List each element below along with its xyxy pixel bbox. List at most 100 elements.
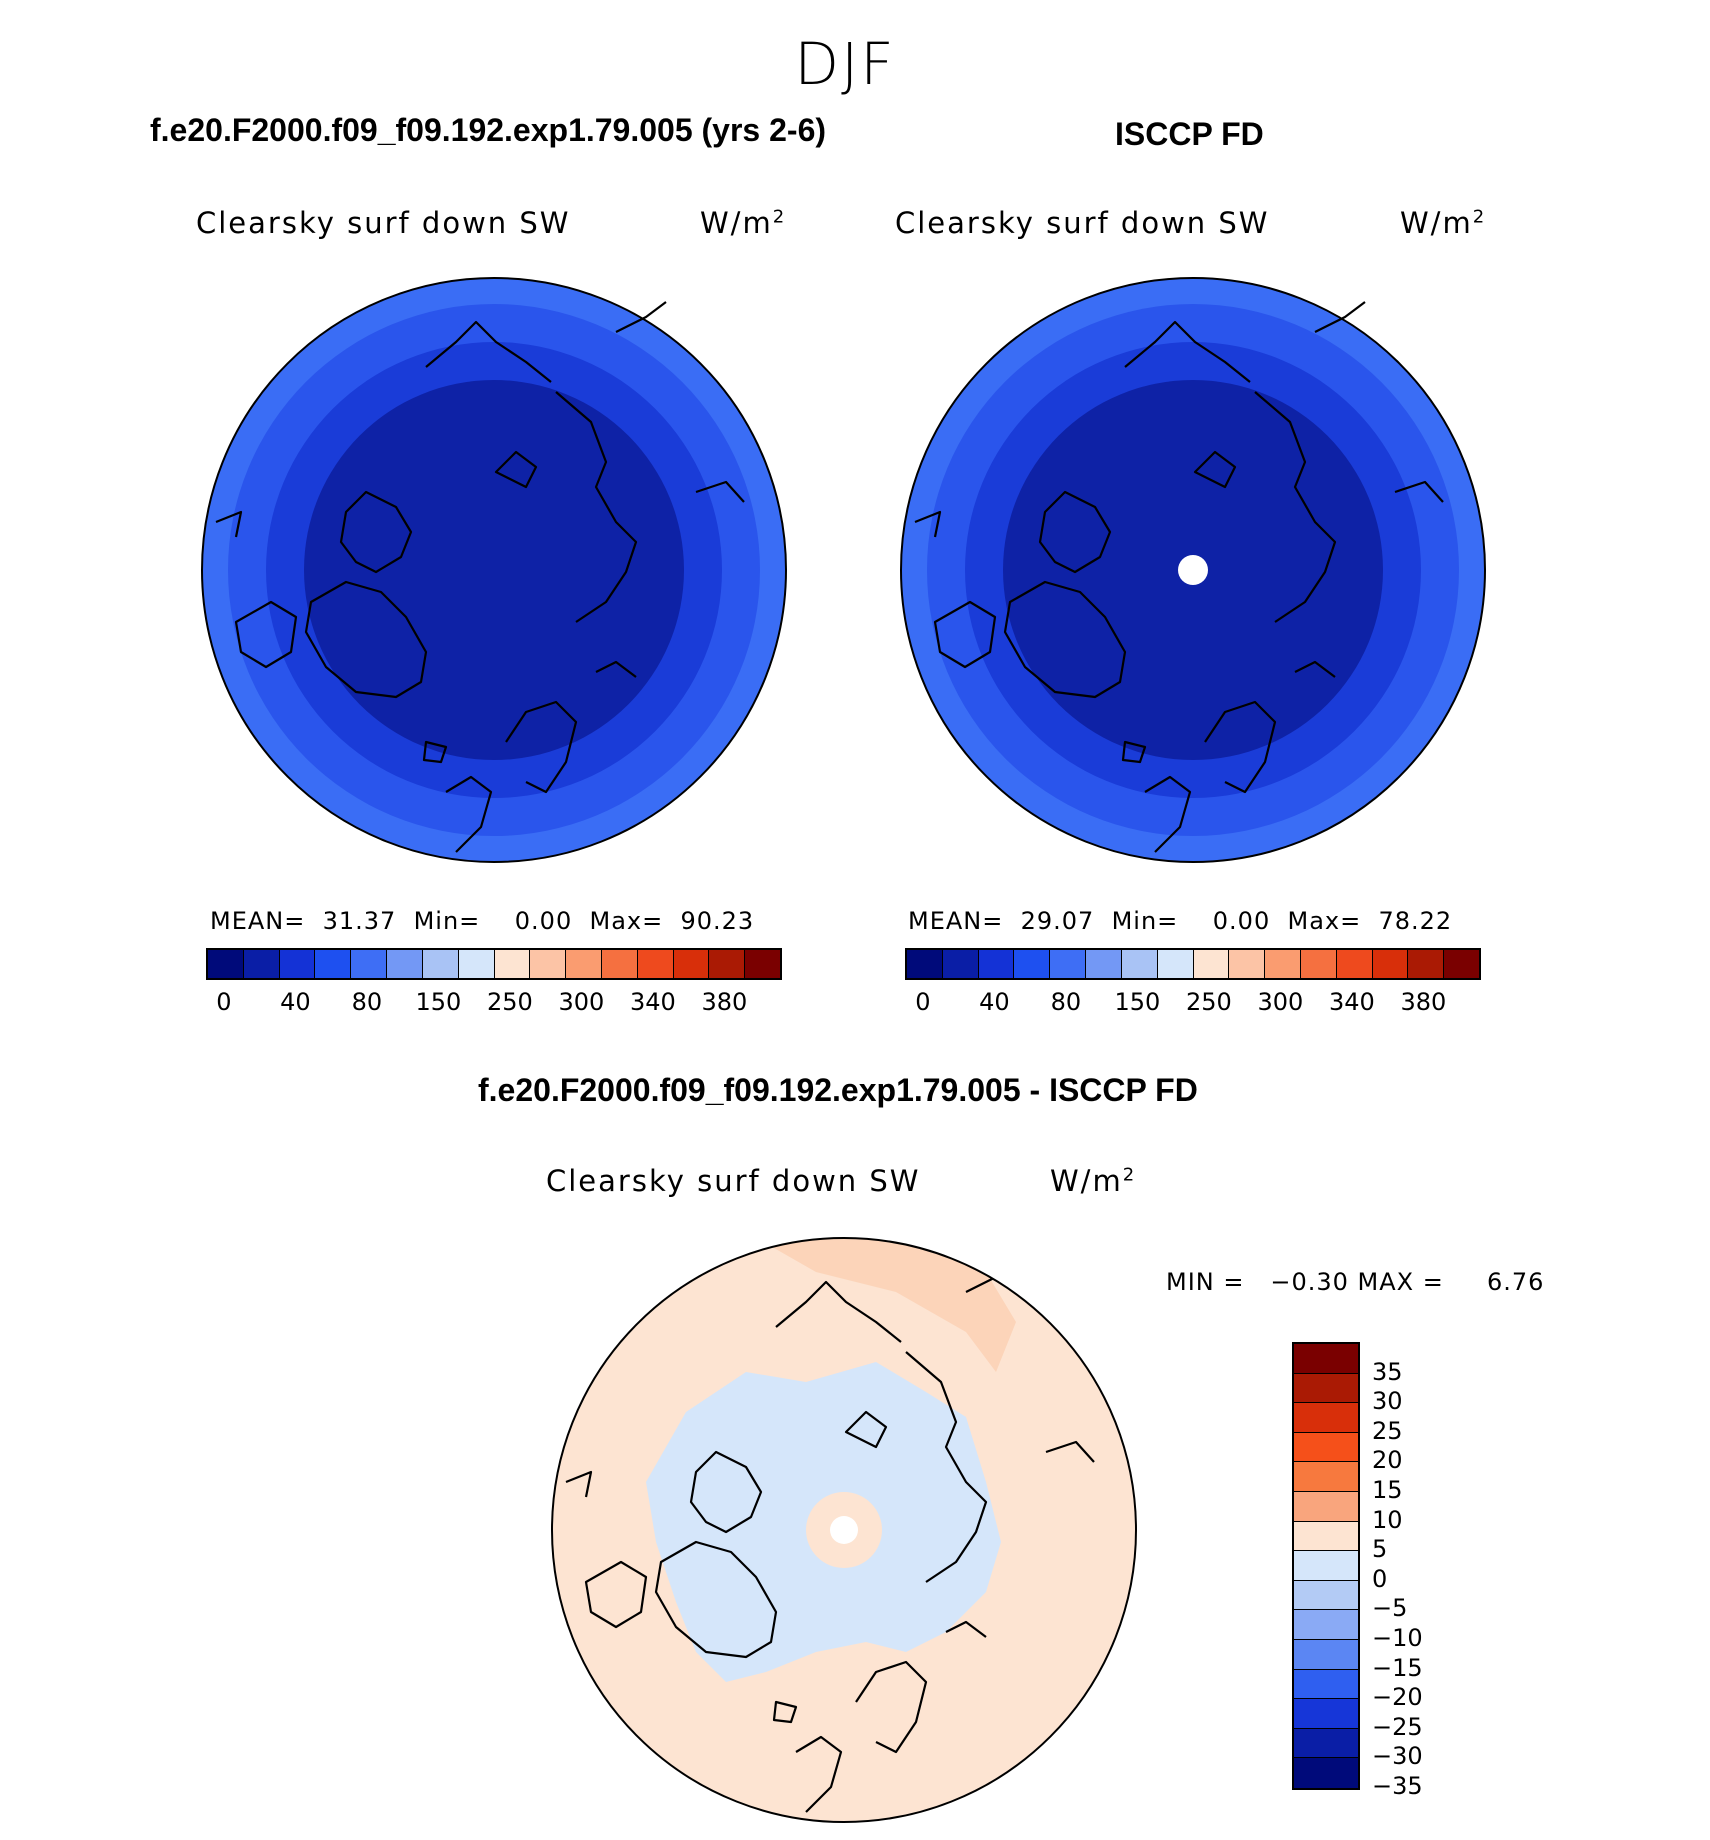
difference-colorbar-swatch bbox=[1294, 1403, 1358, 1433]
difference-colorbar-tick-label: −5 bbox=[1372, 1594, 1408, 1623]
figure-title: DJF bbox=[794, 30, 896, 98]
panel-2-colorbar-tick-label: 80 bbox=[1050, 988, 1082, 1016]
panel-1-variable-label: Clearsky surf down SW bbox=[196, 206, 571, 240]
panel-2-stats: MEAN= 29.07 Min= 0.00 Max= 78.22 bbox=[908, 907, 1453, 935]
panel-2-colorbar-swatch bbox=[1157, 950, 1194, 978]
difference-colorbar-swatch bbox=[1294, 1551, 1358, 1581]
difference-colorbar-swatch bbox=[1294, 1639, 1358, 1670]
difference-colorbar-tick-label: −30 bbox=[1372, 1742, 1423, 1771]
panel-2-polar-map bbox=[900, 277, 1486, 863]
panel-1-heading: f.e20.F2000.f09_f09.192.exp1.79.005 (yrs… bbox=[150, 112, 827, 148]
difference-colorbar-swatch bbox=[1294, 1610, 1358, 1640]
panel-2-variable-label: Clearsky surf down SW bbox=[895, 206, 1270, 240]
panel-2-colorbar-swatch bbox=[907, 950, 943, 978]
difference-colorbar-tick-label: −10 bbox=[1372, 1624, 1423, 1652]
panel-1-colorbar-tick-label: 250 bbox=[486, 988, 533, 1016]
difference-units: W/m2 bbox=[1050, 1164, 1137, 1198]
panel-2-colorbar-swatch bbox=[978, 950, 1015, 978]
difference-colorbar-tick-label: 20 bbox=[1372, 1446, 1403, 1475]
difference-colorbar-ticks: 35 30 25 20 15 10 5 0 −5 −10 −15 −20 −25 −30 −35 bbox=[1366, 1342, 1446, 1800]
difference-colorbar-tick-label: 35 bbox=[1372, 1357, 1403, 1386]
panel-1-colorbar bbox=[206, 948, 782, 980]
difference-colorbar bbox=[1292, 1342, 1360, 1790]
panel-2-colorbar-swatch bbox=[1444, 950, 1479, 978]
panel-2-colorbar-swatch bbox=[1229, 950, 1266, 978]
difference-colorbar-tick-label: −15 bbox=[1372, 1653, 1423, 1682]
panel-2-colorbar-swatch bbox=[1014, 950, 1051, 978]
panel-1-colorbar-tick-label: 40 bbox=[280, 988, 311, 1016]
difference-colorbar-tick-label: −35 bbox=[1372, 1772, 1423, 1800]
panel-1-colorbar-swatch bbox=[279, 950, 316, 978]
panel-2-units: W/m2 bbox=[1400, 206, 1487, 240]
panel-2-colorbar-swatch bbox=[1050, 950, 1087, 978]
difference-colorbar-swatch bbox=[1294, 1432, 1358, 1463]
panel-2-colorbar-swatch bbox=[1300, 950, 1337, 978]
panel-2-colorbar-swatch bbox=[1265, 950, 1301, 978]
coastlines bbox=[914, 301, 1444, 853]
panel-1-colorbar-swatch bbox=[458, 950, 495, 978]
panel-1-colorbar-swatch bbox=[530, 950, 567, 978]
panel-1-colorbar-ticks: 0 40 80 150 250 300 340 380 bbox=[206, 988, 778, 1018]
difference-variable-label: Clearsky surf down SW bbox=[546, 1164, 921, 1198]
panel-2-colorbar-swatch bbox=[1086, 950, 1122, 978]
panel-2-colorbar bbox=[905, 948, 1481, 980]
panel-2-colorbar-tick-label: 340 bbox=[1328, 988, 1375, 1016]
difference-colorbar-tick-label: 30 bbox=[1372, 1387, 1403, 1416]
difference-colorbar-swatch bbox=[1294, 1491, 1358, 1522]
coastlines bbox=[215, 301, 745, 853]
difference-colorbar-swatch bbox=[1294, 1373, 1358, 1404]
panel-2-colorbar-tick-label: 150 bbox=[1114, 988, 1161, 1016]
difference-colorbar-swatch bbox=[1294, 1344, 1358, 1374]
panel-2-colorbar-ticks: 0 40 80 150 250 300 340 380 bbox=[905, 988, 1477, 1018]
pole-missing-data bbox=[1178, 555, 1208, 585]
panel-1-colorbar-tick-label: 300 bbox=[558, 988, 605, 1016]
ring-inner bbox=[304, 380, 684, 760]
panel-1-colorbar-swatch bbox=[637, 950, 674, 978]
difference-colorbar-tick-label: −20 bbox=[1372, 1683, 1423, 1712]
panel-1-colorbar-tick-label: 380 bbox=[701, 988, 748, 1016]
panel-1-polar-map bbox=[201, 277, 787, 863]
difference-colorbar-tick-label: −25 bbox=[1372, 1712, 1423, 1741]
difference-colorbar-swatch bbox=[1294, 1728, 1358, 1759]
difference-colorbar-swatch bbox=[1294, 1669, 1358, 1700]
panel-1-colorbar-swatch bbox=[494, 950, 531, 978]
panel-2-colorbar-swatch bbox=[942, 950, 979, 978]
difference-colorbar-tick-label: 10 bbox=[1372, 1505, 1403, 1534]
panel-1-colorbar-swatch bbox=[208, 950, 244, 978]
difference-stats: MIN = −0.30 MAX = 6.76 bbox=[1166, 1268, 1545, 1296]
difference-colorbar-tick-label: 15 bbox=[1372, 1476, 1403, 1504]
difference-colorbar-tick-label: 5 bbox=[1372, 1535, 1388, 1564]
panel-1-colorbar-swatch bbox=[315, 950, 352, 978]
difference-colorbar-swatch bbox=[1294, 1521, 1358, 1552]
panel-1-colorbar-swatch bbox=[601, 950, 638, 978]
panel-1-colorbar-swatch bbox=[566, 950, 602, 978]
map-boundary bbox=[551, 1237, 1137, 1823]
panel-1-colorbar-tick-label: 150 bbox=[415, 988, 462, 1016]
coastlines bbox=[565, 1261, 1095, 1813]
difference-colorbar-tick-label: 0 bbox=[1372, 1564, 1388, 1593]
panel-2-heading: ISCCP FD bbox=[1115, 116, 1264, 152]
panel-1-colorbar-swatch bbox=[745, 950, 780, 978]
panel-2-colorbar-swatch bbox=[1193, 950, 1230, 978]
panel-1-colorbar-swatch bbox=[709, 950, 746, 978]
difference-colorbar-swatch bbox=[1294, 1462, 1358, 1492]
panel-2-colorbar-tick-label: 380 bbox=[1400, 988, 1447, 1016]
panel-1-colorbar-tick-label: 80 bbox=[351, 988, 383, 1016]
panel-2-colorbar-swatch bbox=[1408, 950, 1445, 978]
difference-polar-map bbox=[551, 1237, 1137, 1823]
panel-1-colorbar-swatch bbox=[387, 950, 423, 978]
panel-1-colorbar-tick-label: 340 bbox=[629, 988, 676, 1016]
panel-1-units: W/m2 bbox=[700, 206, 787, 240]
panel-2-colorbar-swatch bbox=[1121, 950, 1158, 978]
panel-1-colorbar-swatch bbox=[351, 950, 388, 978]
panel-2-colorbar-tick-label: 40 bbox=[979, 988, 1010, 1016]
panel-2-colorbar-swatch bbox=[1336, 950, 1373, 978]
difference-colorbar-swatch bbox=[1294, 1580, 1358, 1611]
difference-colorbar-swatch bbox=[1294, 1758, 1358, 1788]
panel-2-colorbar-tick-label: 300 bbox=[1257, 988, 1304, 1016]
panel-2-colorbar-tick-label: 250 bbox=[1185, 988, 1232, 1016]
panel-2-colorbar-tick-label: 0 bbox=[915, 988, 931, 1016]
difference-heading: f.e20.F2000.f09_f09.192.exp1.79.005 - IS… bbox=[478, 1072, 1198, 1108]
panel-2-colorbar-swatch bbox=[1372, 950, 1409, 978]
map-boundary bbox=[201, 277, 787, 863]
